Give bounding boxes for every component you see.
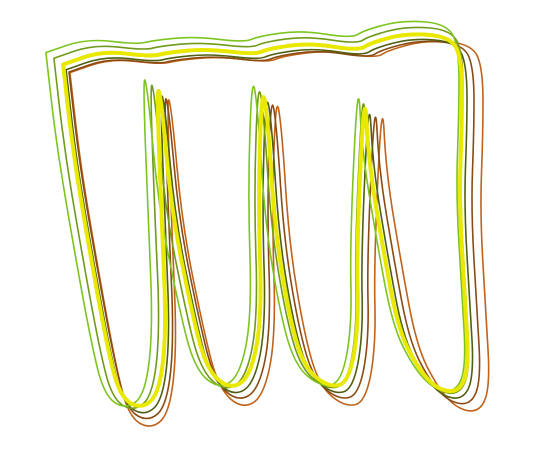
loop-outline-3 <box>65 38 474 414</box>
loop-outline-6 <box>61 32 470 408</box>
loop-group <box>45 20 490 427</box>
loop-outline-5 <box>45 20 466 407</box>
